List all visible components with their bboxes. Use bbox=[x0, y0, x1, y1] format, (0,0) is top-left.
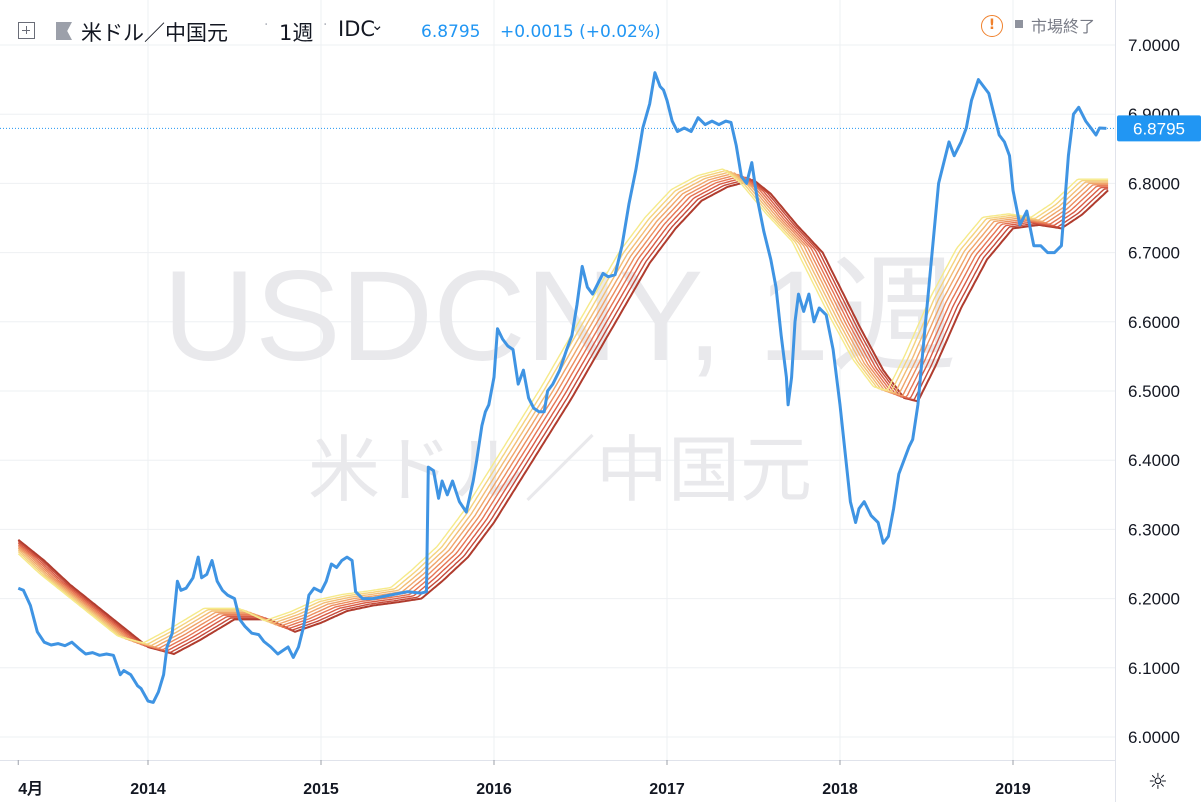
ma-line bbox=[17, 173, 1109, 650]
ma-ribbon bbox=[17, 168, 1109, 656]
y-tick-label: 6.4000 bbox=[1128, 451, 1180, 470]
price-series-line bbox=[17, 71, 1107, 704]
ma-line bbox=[17, 178, 1109, 654]
flag-icon[interactable] bbox=[56, 22, 72, 40]
time-axis[interactable]: 4月 2014 2015 2016 2017 2018 2019 bbox=[17, 760, 1031, 798]
x-tick-label: 2014 bbox=[130, 781, 166, 798]
ma-line bbox=[17, 169, 1109, 645]
ma-line bbox=[17, 172, 1109, 648]
y-tick-label: 6.1000 bbox=[1128, 659, 1180, 678]
market-status: 市場終了 bbox=[1031, 17, 1096, 36]
last-price: 6.8795 bbox=[421, 22, 481, 42]
plus-square-icon[interactable] bbox=[18, 22, 35, 39]
x-tick-label: 2018 bbox=[822, 781, 858, 798]
y-tick-label: 6.5000 bbox=[1128, 382, 1180, 401]
watermark-name: 米ドル／中国元 bbox=[308, 428, 812, 512]
interval-label[interactable]: 1週 bbox=[279, 21, 314, 45]
y-tick-label: 6.6000 bbox=[1128, 313, 1180, 332]
ma-line bbox=[17, 176, 1109, 652]
price-axis[interactable]: 6.0000 6.1000 6.2000 6.3000 6.4000 6.5000 6.60… bbox=[1128, 36, 1180, 747]
price-change: +0.0015 (+0.02%) bbox=[500, 22, 661, 42]
x-tick-label: 2015 bbox=[303, 781, 339, 798]
legend-separator: · bbox=[323, 17, 328, 33]
ma-line bbox=[17, 168, 1109, 644]
x-tick-label: 2016 bbox=[476, 781, 512, 798]
y-tick-label: 6.7000 bbox=[1128, 244, 1180, 263]
y-tick-label: 6.8000 bbox=[1128, 174, 1180, 193]
symbol-name[interactable]: 米ドル／中国元 bbox=[81, 21, 228, 45]
y-tick-label: 7.0000 bbox=[1128, 36, 1180, 55]
square-icon bbox=[1015, 20, 1023, 28]
gear-icon[interactable]: ☼ bbox=[1148, 770, 1168, 795]
x-tick-label: 2019 bbox=[995, 781, 1031, 798]
ma-line bbox=[17, 171, 1109, 647]
ma-line bbox=[17, 178, 1109, 656]
current-price-label: 6.8795 bbox=[1117, 115, 1201, 142]
x-tick-label: 4月 bbox=[18, 780, 43, 798]
y-tick-label: 6.0000 bbox=[1128, 728, 1180, 747]
chevron-down-icon[interactable]: ⌄ bbox=[371, 16, 384, 34]
legend-separator: · bbox=[264, 17, 269, 33]
x-tick-label: 2017 bbox=[649, 781, 685, 798]
y-tick-label: 6.2000 bbox=[1128, 590, 1180, 609]
ma-line bbox=[17, 175, 1109, 651]
source-label[interactable]: IDC bbox=[338, 17, 376, 41]
current-price-label-text: 6.8795 bbox=[1133, 119, 1185, 138]
alert-circle-icon[interactable]: ! bbox=[981, 15, 1003, 37]
y-tick-label: 6.3000 bbox=[1128, 520, 1180, 539]
chart-legend: 米ドル／中国元 · 1週 · IDC ⌄ 6.8795 +0.0015 (+0.… bbox=[0, 0, 1115, 62]
